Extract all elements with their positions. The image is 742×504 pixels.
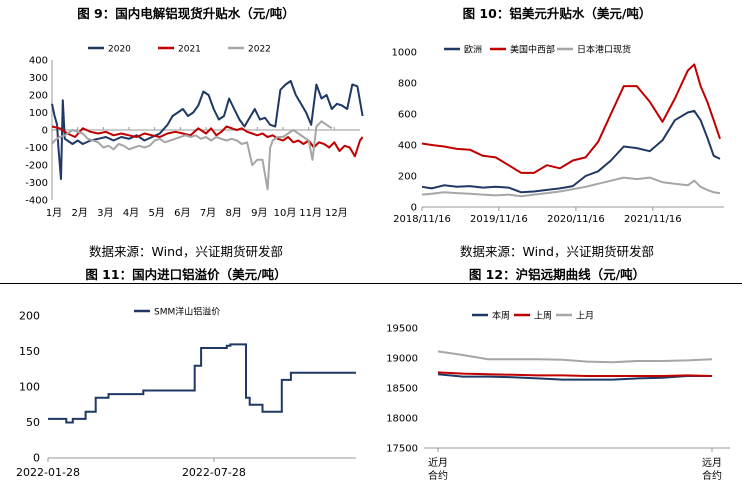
- chart1-plot: -400 -300 -200 -100 0 100 200 300 400 1月 2月 3月 4月 5月 6…: [25, 45, 364, 219]
- chart1-xtick-label: 9月: [251, 207, 267, 219]
- chart4-title: 图 12：沪铝远期曲线（元/吨）: [468, 267, 646, 282]
- chart4-xtick-label: 远月: [702, 457, 722, 469]
- chart3-plot: 0 50 100 150 200 2022-01-28 2022-07-28 SMM洋山铝溢价: [16, 306, 356, 479]
- chart1-series-0: [51, 80, 364, 180]
- chart1-legend-label-1: 2021: [178, 45, 201, 55]
- chart2-ytick-label: 400: [398, 141, 417, 152]
- chart1-ytick-label: -200: [25, 161, 48, 172]
- chart3-ytick-label: 100: [19, 381, 40, 394]
- section-rule: [0, 283, 742, 284]
- chart2-xtick-label: 2019/11/16: [470, 214, 528, 225]
- chart1-xtick-label: 5月: [148, 207, 164, 219]
- chart4-series-0: [437, 373, 712, 381]
- chart3-ytick-label: 150: [19, 345, 40, 358]
- chart1-ytick-label: -300: [25, 178, 48, 189]
- chart3-legend-label-0: SMM洋山铝溢价: [154, 306, 220, 318]
- chart2-title: 图 10：铝美元升贴水（美元/吨）: [462, 6, 652, 21]
- chart1-ytick-label: 400: [29, 56, 48, 67]
- chart4-ytick-label: 17500: [386, 444, 418, 455]
- chart1-xtick-label: 3月: [97, 207, 113, 219]
- chart1-legend-label-2: 2022: [248, 45, 271, 55]
- chart1-ytick-label: 200: [29, 91, 48, 102]
- chart2-series-2: [421, 176, 721, 198]
- chart2-series-0: [421, 109, 721, 194]
- chart1-ytick-label: -400: [25, 196, 48, 207]
- chart1-xtick-label: 4月: [123, 207, 139, 219]
- chart1-title: 图 9：国内电解铝现货升贴水（元/吨）: [77, 6, 295, 21]
- chart1-xtick-label: 8月: [225, 207, 241, 219]
- chart2-plot: 0 200 400 600 800 1000 2018/11/16 2019/11/16 202…: [392, 44, 724, 225]
- chart2-ytick-label: 600: [398, 110, 417, 121]
- chart1-ytick-label: 300: [29, 73, 48, 84]
- chart1-ytick-label: 0: [42, 126, 48, 137]
- chart4-xtick-label: 合约: [428, 469, 448, 482]
- chart2-series-1: [421, 63, 721, 174]
- chart4-legend-label-0: 本周: [492, 310, 510, 322]
- chart2-ytick-label: 1000: [392, 48, 417, 59]
- chart4-ytick-label: 18500: [386, 384, 418, 395]
- chart1-xtick-label: 6月: [174, 207, 190, 219]
- chart1-series-1: [51, 125, 364, 158]
- chart4-ytick-label: 18000: [386, 414, 418, 425]
- chart1-xtick-label: 7月: [200, 207, 216, 219]
- chart1-ytick-label: -100: [25, 143, 48, 154]
- chart2-legend-label-0: 欧洲: [464, 44, 482, 56]
- chart4-series-1: [437, 371, 713, 377]
- chart2-ytick-label: 0: [411, 203, 417, 214]
- chart3-ytick-label: 0: [33, 452, 40, 465]
- chart1-xtick-label: 12月: [325, 207, 348, 219]
- chart4-legend-label-1: 上周: [534, 311, 552, 322]
- chart4-ytick-label: 19000: [386, 354, 418, 365]
- chart1-ytick-label: 100: [29, 108, 48, 119]
- chart2-ytick-label: 200: [398, 172, 417, 183]
- chart2-legend-label-2: 日本港口现货: [577, 44, 631, 56]
- chart1-xtick-label: 2月: [71, 207, 87, 219]
- chart1-legend-label-0: 2020: [108, 45, 131, 55]
- chart3-ytick-label: 200: [19, 310, 40, 323]
- chart1-series-2: [51, 120, 333, 191]
- chart3-xtick-label: 2022-07-28: [182, 466, 246, 479]
- chart4-xtick-label: 近月: [428, 456, 448, 469]
- chart1-xtick-label: 11月: [299, 207, 322, 219]
- chart3-series-0: [48, 343, 356, 424]
- chart2-legend-label-1: 美国中西部: [510, 44, 555, 56]
- chart4-legend-label-2: 上月: [576, 311, 594, 322]
- chart3-ytick-label: 50: [26, 416, 40, 429]
- chart2-xtick-label: 2020/11/16: [547, 214, 605, 225]
- chart3-xtick-label: 2022-01-28: [16, 466, 80, 479]
- chart4-series-2: [437, 350, 713, 364]
- chart4-xtick-label: 合约: [702, 469, 722, 482]
- chart3-title: 图 11：国内进口铝溢价（美元/吨）: [85, 267, 287, 282]
- chart2-xtick-label: 2021/11/16: [624, 214, 682, 225]
- chart2-xtick-label: 2018/11/16: [393, 214, 451, 225]
- chart1-xtick-label: 1月: [46, 207, 62, 219]
- chart2-ytick-label: 800: [398, 79, 417, 90]
- chart2-source: 数据来源：Wind，兴证期货研发部: [460, 244, 654, 259]
- chart1-xtick-label: 10月: [274, 207, 297, 219]
- chart4-ytick-label: 19500: [386, 324, 418, 335]
- chart1-source: 数据来源：Wind，兴证期货研发部: [89, 244, 283, 259]
